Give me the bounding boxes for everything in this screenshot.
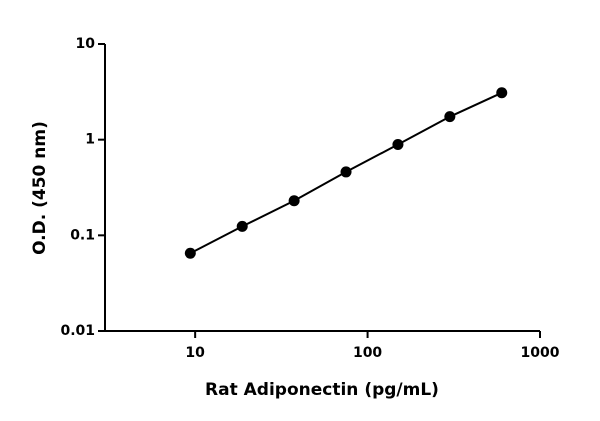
data-point <box>236 220 248 232</box>
data-point <box>444 111 456 123</box>
y-axis-title: O.D. (450 nm) <box>30 121 50 255</box>
y-tick-label: 1 <box>85 132 95 148</box>
x-tick-label: 1000 <box>521 345 560 361</box>
data-point <box>392 139 404 151</box>
data-point <box>184 247 196 259</box>
y-tick-label: 10 <box>76 36 96 52</box>
x-tick-label: 10 <box>185 345 205 361</box>
data-point <box>288 195 300 207</box>
y-tick-label: 0.1 <box>70 227 95 243</box>
data-point <box>496 87 508 99</box>
x-axis-title: Rat Adiponectin (pg/mL) <box>205 380 439 400</box>
x-tick-label: 100 <box>353 345 382 361</box>
data-point <box>340 166 352 178</box>
y-tick-label: 0.01 <box>60 323 95 339</box>
